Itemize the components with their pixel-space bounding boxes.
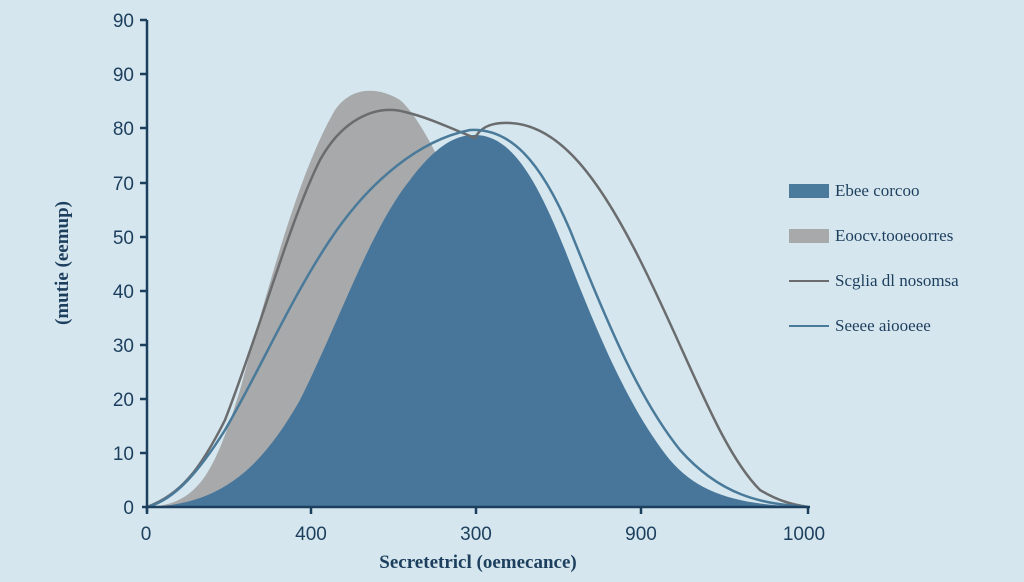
- x-tick-label: 300: [460, 524, 492, 545]
- legend-label: Eoocv.tooeoorres: [835, 225, 954, 245]
- y-tick-label: 20: [113, 390, 134, 411]
- y-tick-label: 80: [113, 119, 134, 140]
- x-tick-label: 0: [141, 524, 152, 545]
- blue-swatch-icon: [789, 183, 829, 198]
- y-tick-label: 40: [113, 282, 134, 303]
- y-tick-label: 30: [113, 336, 134, 357]
- blue-area-series: [147, 135, 808, 507]
- legend-label: Seeee aiooeee: [835, 315, 931, 335]
- y-tick-label: 90: [113, 65, 134, 86]
- legend-label: Ebee corcoo: [835, 180, 920, 200]
- legend-item-blue-line: Seeee aiooeee: [789, 303, 959, 348]
- y-tick-label: 50: [113, 228, 134, 249]
- x-tick-label: 900: [625, 524, 657, 545]
- gray-line-series: [146, 108, 809, 509]
- y-tick-label: 70: [113, 174, 134, 195]
- legend-label: Scglia dl nosomsa: [835, 270, 959, 290]
- chart-legend: Ebee corcoo Eoocv.tooeoorres Scglia dl n…: [789, 168, 959, 348]
- x-tick-label: 400: [295, 524, 327, 545]
- blue-line-icon: [789, 324, 829, 327]
- blue-line-series: [146, 128, 809, 509]
- y-tick-label: 0: [123, 498, 134, 519]
- legend-item-gray-line: Scglia dl nosomsa: [789, 258, 959, 303]
- legend-item-gray-area: Eoocv.tooeoorres: [789, 213, 959, 258]
- y-tick-label: 10: [113, 444, 134, 465]
- gray-swatch-icon: [789, 228, 829, 243]
- x-axis-title: Secretetricl (oemecance): [379, 552, 576, 573]
- x-tick-label: 1000: [783, 524, 825, 545]
- gray-line-icon: [789, 279, 829, 282]
- y-axis-title: (mutie (eemup): [52, 201, 73, 325]
- x-ticks: [145, 507, 810, 514]
- y-ticks: [140, 18, 147, 455]
- y-tick-label: 90: [113, 11, 134, 32]
- legend-item-blue-area: Ebee corcoo: [789, 168, 959, 213]
